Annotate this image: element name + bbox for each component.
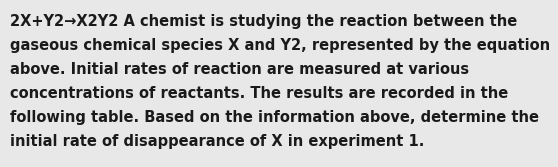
Text: 2X+Y2→X2Y2 A chemist is studying the reaction between the: 2X+Y2→X2Y2 A chemist is studying the rea… — [10, 14, 517, 29]
Text: concentrations of reactants. The results are recorded in the: concentrations of reactants. The results… — [10, 86, 508, 101]
Text: following table. Based on the information above, determine the: following table. Based on the informatio… — [10, 110, 539, 125]
Text: initial rate of disappearance of X in experiment 1.: initial rate of disappearance of X in ex… — [10, 134, 425, 149]
Text: gaseous chemical species X and Y2, represented by the equation: gaseous chemical species X and Y2, repre… — [10, 38, 550, 53]
Text: above. Initial rates of reaction are measured at various: above. Initial rates of reaction are mea… — [10, 62, 469, 77]
